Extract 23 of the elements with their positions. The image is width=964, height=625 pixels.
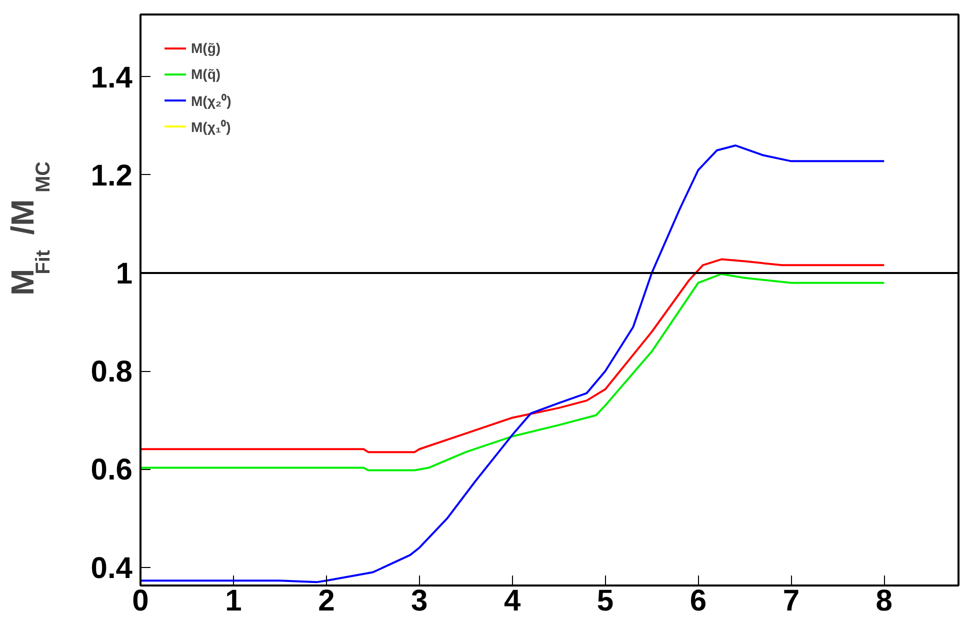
x-tick-label: 8 [876, 584, 892, 618]
x-tick-label: 2 [318, 584, 335, 618]
x-tick-label: 3 [411, 584, 428, 618]
y-tick-label: 1 [116, 258, 133, 291]
legend-label: M(χ₂⁰) [191, 92, 232, 110]
y-axis-title: MFit/MMC [4, 161, 54, 296]
line-series [140, 273, 886, 472]
y-tick-label: 0.6 [90, 454, 133, 487]
x-tick-label: 6 [690, 584, 707, 618]
line-series [140, 144, 886, 584]
legend-label: M(χ₁⁰) [191, 118, 231, 136]
y-tick-label: 0.8 [90, 356, 133, 389]
y-tick-label: 0.4 [90, 552, 133, 585]
x-tick-label: 7 [782, 584, 800, 618]
x-tick-label: 1 [225, 584, 242, 618]
x-tick-label: 5 [596, 584, 614, 618]
y-tick-label: 1.4 [90, 61, 133, 94]
line-series [140, 258, 886, 454]
y-tick-label: 1.2 [90, 159, 133, 192]
x-tick-label: 4 [504, 584, 521, 618]
x-tick-label: 0 [132, 584, 149, 618]
legend-label: M(g̃) [191, 40, 221, 56]
legend-label: M(q̃) [191, 66, 221, 82]
